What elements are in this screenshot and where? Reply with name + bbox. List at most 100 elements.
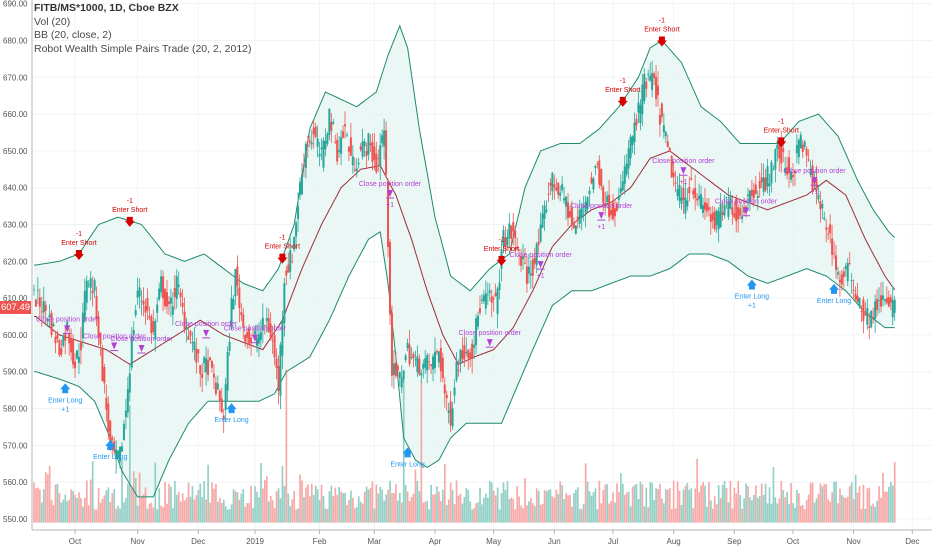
volume-bar <box>283 486 286 523</box>
candle-body <box>295 222 298 237</box>
candle-body <box>242 314 245 328</box>
volume-bar <box>727 502 730 523</box>
short-arrow-icon <box>124 216 135 227</box>
volume-bar <box>397 500 399 523</box>
candle-body <box>299 182 302 195</box>
volume-bar <box>774 497 777 523</box>
volume-bar <box>361 503 364 523</box>
volume-bar <box>326 508 329 523</box>
candle-body <box>351 156 354 166</box>
candle-body <box>189 331 192 336</box>
candle-body <box>154 320 157 340</box>
candle-body <box>565 196 568 207</box>
candle-body <box>89 278 92 288</box>
volume-bar <box>559 481 562 523</box>
candle-body <box>717 211 720 230</box>
candle-body <box>674 182 677 184</box>
candle-body <box>410 357 413 359</box>
volume-bar <box>373 508 376 523</box>
legend-volume[interactable]: Vol (20) <box>34 15 71 28</box>
candle-body <box>725 197 728 198</box>
volume-bar <box>191 486 194 523</box>
candle-body <box>361 141 364 157</box>
candle-body <box>130 335 133 368</box>
candle-body <box>250 337 253 344</box>
candle-body <box>210 361 213 368</box>
candle-body <box>107 403 110 432</box>
volume-bar <box>594 488 597 523</box>
signal-qty: -1 <box>659 17 665 24</box>
candle-body <box>226 352 229 391</box>
volume-bar <box>346 504 348 523</box>
volume-bar <box>287 493 290 523</box>
volume-bar <box>580 508 583 523</box>
time-tick-label: Dec <box>191 537 205 546</box>
volume-bar <box>166 503 168 523</box>
time-tick-label: Oct <box>69 537 82 546</box>
volume-bar <box>823 483 826 523</box>
candle-body <box>492 297 495 300</box>
volume-bar <box>819 483 822 523</box>
candle-body <box>776 144 779 150</box>
signal-qty: -1 <box>778 118 784 125</box>
candle-body <box>101 349 104 382</box>
candle-body <box>690 178 693 180</box>
volume-bar <box>481 504 483 523</box>
last-price-badge: 607.49 <box>0 300 31 314</box>
volume-bar <box>651 482 654 523</box>
volume-bar <box>76 498 78 523</box>
candle-body <box>790 171 793 180</box>
legend-strategy[interactable]: Robot Wealth Simple Pairs Trade (20, 2, … <box>34 42 252 55</box>
volume-bar <box>267 501 270 523</box>
close-order-icon <box>598 212 605 220</box>
volume-bar <box>35 488 37 523</box>
volume-bar <box>530 498 532 523</box>
candle-body <box>97 316 100 338</box>
candle-body <box>594 166 597 168</box>
volume-bar <box>882 472 884 523</box>
time-tick-label: Sep <box>727 537 742 546</box>
candle-body <box>803 141 806 147</box>
candle-body <box>623 166 626 185</box>
volume-bar <box>344 492 346 523</box>
volume-bar <box>866 488 869 523</box>
candle-body <box>893 299 896 313</box>
volume-bar <box>676 481 679 523</box>
price-tick-label: 660.00 <box>3 110 28 119</box>
volume-bar <box>543 490 546 523</box>
legend-bollinger[interactable]: BB (20, close, 2) <box>34 29 112 41</box>
volume-bar <box>207 464 209 523</box>
volume-bar <box>432 494 434 523</box>
volume-bar <box>62 499 65 523</box>
candle-body <box>349 137 352 156</box>
candle-body <box>420 373 423 376</box>
candle-body <box>746 194 749 197</box>
volume-bar <box>246 503 249 523</box>
price-tick-label: 650.00 <box>3 147 28 156</box>
volume-bar <box>107 487 110 523</box>
candle-body <box>465 352 468 354</box>
volume-bar <box>404 484 407 523</box>
volume-bar <box>770 503 773 523</box>
volume-bar <box>825 484 828 523</box>
volume-bar <box>680 504 683 523</box>
legend-symbol[interactable]: FITB/MS*1000, 1D, Cboe BZX <box>34 2 179 14</box>
price-tick-label: 550.00 <box>3 515 28 524</box>
candle-body <box>234 268 237 297</box>
volume-bar <box>109 501 112 523</box>
candle-body <box>471 343 474 359</box>
volume-bar <box>236 492 239 523</box>
candle-body <box>701 205 704 213</box>
candle-body <box>207 359 210 375</box>
candle-body <box>840 274 843 285</box>
candle-body <box>332 121 335 124</box>
volume-bar <box>768 487 771 523</box>
candle-body <box>533 257 536 264</box>
volume-bar <box>377 493 380 523</box>
candle-body <box>152 321 155 332</box>
volume-bar <box>381 489 384 523</box>
volume-bar <box>74 494 76 523</box>
candle-body <box>805 148 808 156</box>
